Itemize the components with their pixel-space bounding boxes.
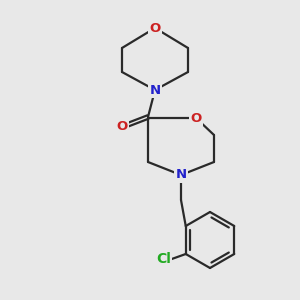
Text: O: O bbox=[190, 112, 202, 124]
Text: O: O bbox=[149, 22, 161, 34]
Text: O: O bbox=[116, 121, 128, 134]
Text: Cl: Cl bbox=[156, 252, 171, 266]
Text: N: N bbox=[149, 83, 161, 97]
Text: N: N bbox=[176, 169, 187, 182]
